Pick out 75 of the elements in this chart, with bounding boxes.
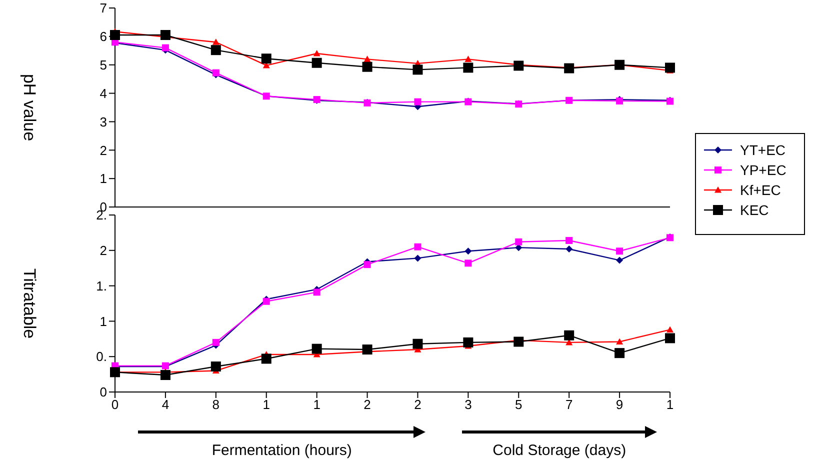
y-tick-label: 4 — [100, 86, 107, 101]
y-tick-label: 6 — [100, 29, 107, 44]
point — [261, 354, 272, 364]
point — [412, 64, 423, 75]
point — [414, 243, 422, 250]
point — [464, 248, 472, 255]
text: Cold Storage (days) — [492, 442, 628, 459]
point — [313, 288, 320, 296]
point — [110, 367, 120, 378]
y-tick-label: 5 — [100, 57, 107, 72]
y-tick-label: 2 — [100, 142, 107, 158]
point — [162, 44, 169, 52]
point — [515, 238, 522, 246]
x-tick-label: 2 — [414, 397, 422, 412]
point — [566, 245, 573, 252]
point — [665, 62, 675, 73]
point — [564, 330, 574, 340]
point — [414, 98, 422, 106]
point — [463, 62, 474, 73]
point — [362, 344, 372, 355]
x-tick-label: 3 — [464, 397, 472, 412]
y-axis-title: Titratable — [20, 268, 39, 339]
point — [514, 336, 524, 347]
point — [312, 58, 322, 68]
point — [666, 326, 674, 332]
point — [364, 56, 371, 62]
point — [414, 254, 422, 262]
y-tick-label: 2 — [100, 243, 107, 258]
point — [313, 50, 320, 56]
point — [412, 338, 423, 349]
point — [616, 256, 624, 264]
point — [464, 56, 472, 62]
point — [564, 63, 574, 74]
x-tick-label: 9 — [616, 397, 624, 412]
point — [463, 337, 474, 348]
point — [515, 244, 522, 252]
point — [364, 261, 371, 268]
point — [616, 248, 624, 255]
legend-label: KEC — [740, 202, 769, 218]
x-tick-label: 1 — [313, 397, 320, 412]
x-tick-label: 8 — [212, 397, 220, 412]
y-axis-title: pH value — [20, 74, 39, 142]
text: Fermentation (hours) — [210, 442, 353, 459]
legend-label: YP+EC — [740, 162, 786, 178]
legend-label: YT+EC — [740, 142, 786, 158]
point — [261, 54, 272, 64]
point — [160, 30, 170, 40]
point — [514, 60, 524, 71]
point — [665, 333, 675, 344]
x-tick-label: 7 — [565, 397, 573, 412]
y-tick-label: 1. — [96, 278, 107, 294]
point — [212, 338, 220, 346]
y-tick-label: 1 — [100, 314, 107, 329]
point — [312, 344, 322, 354]
y-tick-label: 1 — [100, 171, 107, 186]
point — [212, 38, 220, 45]
x-tick-label: 4 — [162, 397, 170, 412]
point — [464, 260, 472, 267]
y-tick-label: 0. — [96, 349, 107, 364]
y-tick-label: 0 — [100, 384, 107, 400]
x-tick-label: 1 — [666, 397, 674, 412]
point — [566, 236, 573, 244]
x-tick-label: 5 — [515, 397, 522, 412]
y-tick-label: 7 — [100, 0, 107, 16]
point — [210, 362, 221, 372]
x-tick-label: 0 — [111, 397, 119, 412]
point — [614, 348, 625, 358]
x-tick-label: 2 — [364, 397, 371, 412]
x-tick-label: 1 — [262, 397, 270, 412]
point — [160, 370, 170, 380]
y-tick-label: 3 — [100, 114, 107, 130]
legend-label: Kf+EC — [740, 182, 781, 198]
point — [210, 45, 221, 56]
point — [362, 62, 372, 72]
point — [616, 338, 624, 345]
